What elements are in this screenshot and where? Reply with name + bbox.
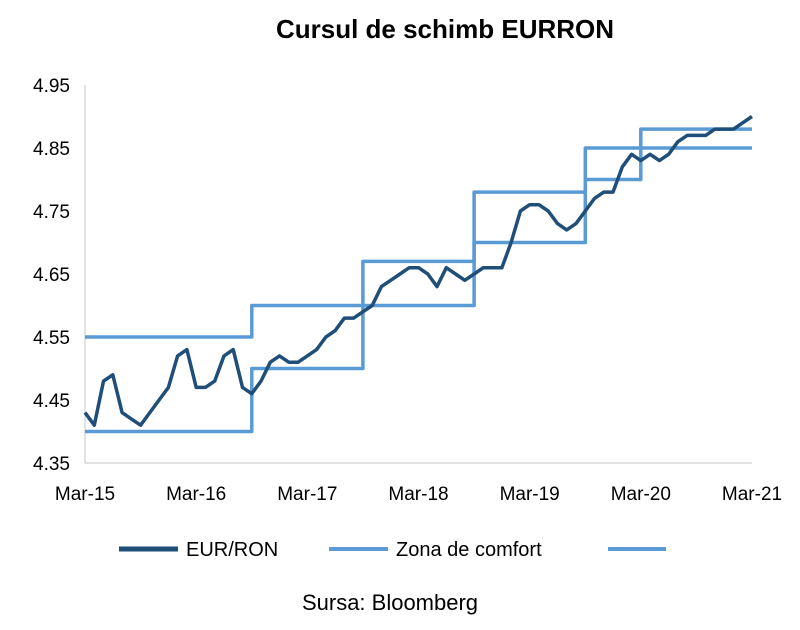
x-tick-labels: Mar-15 Mar-16 Mar-17 Mar-18 Mar-19 Mar-20 Mar-… xyxy=(55,484,782,505)
x-tick-label: Mar-17 xyxy=(277,484,337,505)
y-tick-label: 4.75 xyxy=(33,202,70,223)
series-layer xyxy=(83,115,753,434)
y-tick-label: 4.65 xyxy=(33,265,70,286)
chart-title: Cursul de schimb EURRON xyxy=(275,14,615,44)
x-tick-label: Mar-20 xyxy=(611,484,671,505)
legend-label-eur-ron: EUR/RON xyxy=(186,539,278,561)
y-tick-labels: 4.35 4.45 4.55 4.65 4.75 4.85 4.95 xyxy=(33,76,70,475)
series-line-comfort-upper xyxy=(85,127,752,339)
y-tick-label: 4.35 xyxy=(33,454,70,475)
legend: EUR/RON Zona de comfort xyxy=(119,539,666,561)
y-tick-label: 4.85 xyxy=(33,139,70,160)
x-tick-label: Mar-18 xyxy=(388,484,448,505)
x-tick-label: Mar-16 xyxy=(166,484,226,505)
x-tick-label: Mar-15 xyxy=(55,484,115,505)
y-tick-label: 4.55 xyxy=(33,328,70,349)
y-tick-label: 4.45 xyxy=(33,391,70,412)
series-line-eur-ron xyxy=(83,115,753,427)
legend-label-comfort: Zona de comfort xyxy=(396,539,542,561)
axes xyxy=(84,85,752,464)
x-tick-label: Mar-21 xyxy=(722,484,782,505)
source-note: Sursa: Bloomberg xyxy=(301,590,479,615)
y-tick-label: 4.95 xyxy=(33,76,70,97)
x-tick-label: Mar-19 xyxy=(500,484,560,505)
series-line-comfort-lower xyxy=(85,146,752,434)
